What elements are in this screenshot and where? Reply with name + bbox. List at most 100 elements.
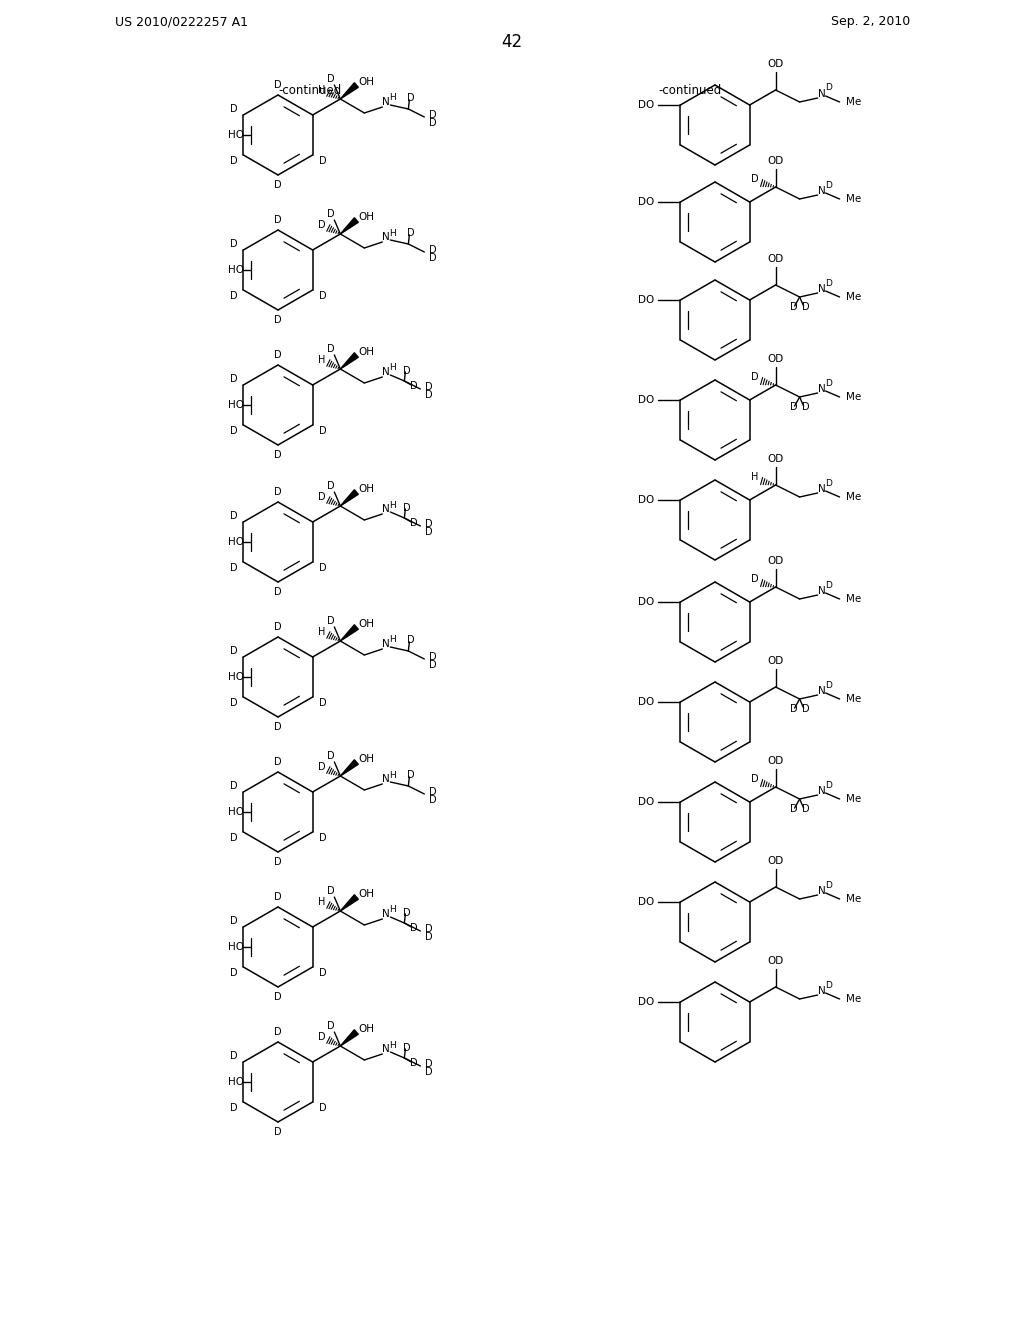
Text: HO: HO — [228, 672, 244, 682]
Text: D: D — [425, 1067, 432, 1077]
Text: D: D — [229, 290, 238, 301]
Text: D: D — [402, 503, 411, 513]
Text: N: N — [383, 909, 390, 919]
Text: N: N — [383, 639, 390, 649]
Polygon shape — [340, 490, 358, 506]
Text: Me: Me — [846, 594, 861, 605]
Text: OH: OH — [358, 484, 375, 494]
Text: D: D — [229, 833, 238, 843]
Text: H: H — [389, 500, 395, 510]
Text: OH: OH — [358, 213, 375, 222]
Text: D: D — [402, 1043, 411, 1053]
Text: D: D — [229, 511, 238, 521]
Text: DO: DO — [638, 797, 654, 807]
Text: D: D — [751, 574, 759, 583]
Text: D: D — [274, 315, 282, 325]
Polygon shape — [340, 83, 358, 99]
Text: D: D — [428, 795, 436, 805]
Text: DO: DO — [638, 597, 654, 607]
Text: D: D — [425, 389, 432, 400]
Text: D: D — [825, 581, 833, 590]
Text: D: D — [402, 366, 411, 376]
Text: H: H — [317, 84, 325, 95]
Text: D: D — [229, 426, 238, 436]
Text: N: N — [818, 186, 825, 195]
Text: D: D — [790, 804, 798, 814]
Text: D: D — [274, 892, 282, 902]
Text: N: N — [818, 586, 825, 597]
Text: D: D — [327, 209, 334, 219]
Text: OD: OD — [768, 956, 783, 966]
Text: D: D — [274, 450, 282, 459]
Text: H: H — [317, 355, 325, 366]
Text: N: N — [818, 88, 825, 99]
Polygon shape — [340, 218, 358, 234]
Text: DO: DO — [638, 997, 654, 1007]
Text: D: D — [229, 1051, 238, 1061]
Text: D: D — [229, 968, 238, 978]
Text: N: N — [818, 686, 825, 696]
Text: OD: OD — [768, 354, 783, 364]
Text: D: D — [428, 660, 436, 671]
Text: D: D — [274, 587, 282, 597]
Text: D: D — [327, 616, 334, 626]
Polygon shape — [340, 895, 358, 911]
Text: D: D — [327, 886, 334, 896]
Text: US 2010/0222257 A1: US 2010/0222257 A1 — [115, 16, 248, 29]
Text: D: D — [428, 253, 436, 263]
Text: H: H — [389, 771, 395, 780]
Text: N: N — [383, 96, 390, 107]
Text: D: D — [274, 1027, 282, 1038]
Text: Me: Me — [846, 492, 861, 502]
Text: D: D — [825, 780, 833, 789]
Text: D: D — [410, 1059, 417, 1068]
Text: D: D — [825, 981, 833, 990]
Text: N: N — [383, 504, 390, 513]
Text: D: D — [327, 345, 334, 354]
Text: D: D — [318, 156, 327, 166]
Text: D: D — [318, 968, 327, 978]
Text: D: D — [751, 174, 759, 183]
Text: Me: Me — [846, 292, 861, 302]
Text: N: N — [383, 1044, 390, 1053]
Text: DO: DO — [638, 495, 654, 506]
Text: H: H — [317, 898, 325, 907]
Text: D: D — [790, 403, 798, 412]
Text: D: D — [274, 756, 282, 767]
Text: D: D — [410, 923, 417, 933]
Text: N: N — [383, 774, 390, 784]
Text: D: D — [318, 564, 327, 573]
Text: DO: DO — [638, 697, 654, 708]
Text: D: D — [802, 403, 809, 412]
Text: HO: HO — [228, 1077, 244, 1086]
Text: HO: HO — [228, 537, 244, 546]
Text: D: D — [327, 74, 334, 84]
Text: Me: Me — [846, 392, 861, 403]
Text: Sep. 2, 2010: Sep. 2, 2010 — [830, 16, 910, 29]
Text: OD: OD — [768, 855, 783, 866]
Text: D: D — [410, 381, 417, 391]
Text: Me: Me — [846, 194, 861, 205]
Text: D: D — [317, 762, 326, 772]
Text: DO: DO — [638, 898, 654, 907]
Text: D: D — [407, 92, 414, 103]
Text: H: H — [317, 627, 325, 638]
Text: N: N — [383, 367, 390, 378]
Text: OH: OH — [358, 1024, 375, 1034]
Text: D: D — [825, 181, 833, 190]
Text: D: D — [407, 635, 414, 645]
Text: HO: HO — [228, 400, 244, 411]
Text: D: D — [229, 564, 238, 573]
Text: D: D — [317, 1032, 326, 1041]
Text: D: D — [407, 770, 414, 780]
Text: D: D — [317, 492, 326, 502]
Text: -continued: -continued — [279, 83, 342, 96]
Text: H: H — [389, 228, 395, 238]
Text: D: D — [825, 880, 833, 890]
Polygon shape — [340, 1030, 358, 1045]
Text: D: D — [751, 774, 759, 784]
Text: OH: OH — [358, 347, 375, 356]
Text: D: D — [274, 993, 282, 1002]
Text: D: D — [318, 1104, 327, 1113]
Text: D: D — [802, 302, 809, 312]
